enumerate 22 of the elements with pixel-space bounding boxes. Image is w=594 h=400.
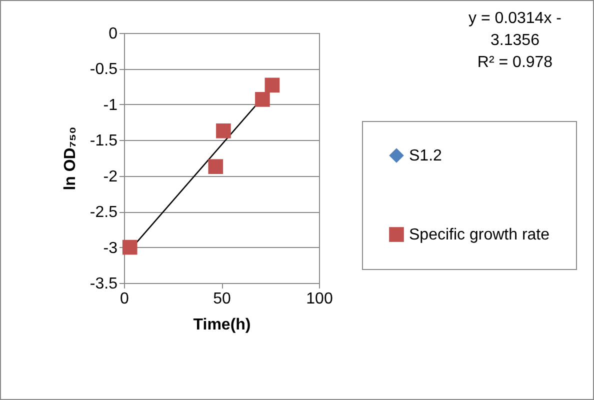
point [255,92,270,107]
text: y = 0.0314x - 3.1356 [468,9,562,51]
y-tick-label: -3.5 [90,276,118,292]
point [264,78,280,93]
y-axis-title: ln OD₇₅₀ [62,126,79,190]
y-tick-label: -3 [103,240,118,257]
y-tick-label: -0.5 [90,61,118,78]
text: R² = 0.978 [476,53,554,73]
y-tick-label: -2.5 [90,204,118,222]
x-tick-label: 0 [120,290,130,308]
y-tick-label: -1.5 [90,132,118,150]
legend-label: S1.2 [409,148,442,164]
point [208,159,224,174]
x-tick-label: 100 [306,290,333,308]
legend-label: Specific growth rate [409,226,550,244]
y-tick-label: -1 [103,96,118,114]
x-tick-label: 50 [213,290,231,308]
y-tick-label: -2 [103,168,118,186]
y-tick-label: 0 [108,26,118,42]
point [216,123,231,138]
point [122,240,138,255]
x-axis-title: Time(h) [193,316,251,334]
